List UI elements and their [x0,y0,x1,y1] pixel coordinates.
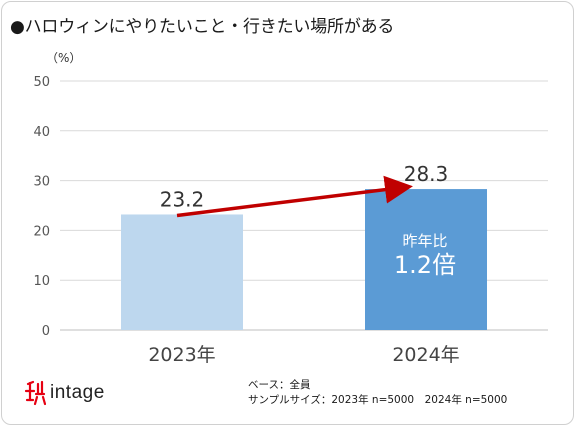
bar-1 [121,214,243,330]
data-label: 28.3 [404,162,449,186]
chart-card: ●ハロウィンにやりたいこと・行きたい場所がある （%） 0 10 20 30 40 50 … [1,1,574,425]
yoy-label: 昨年比 [402,232,448,250]
intage-logo-icon [24,380,46,406]
growth-arrow [176,175,413,218]
y-tick-label: 40 [33,125,50,140]
x-tick-label: 2024年 [392,344,459,366]
x-tick-label: 2023年 [148,344,215,366]
y-tick-label: 50 [33,75,50,90]
bar-2 [365,189,487,330]
y-tick-label: 20 [33,224,50,239]
y-tick-label: 0 [42,324,50,339]
y-tick-label: 30 [33,175,50,190]
y-unit-label: （%） [46,51,81,65]
logo-text: intage [50,382,105,403]
sample-size-note: サンプルサイズ：2023年 n=5000 2024年 n=5000 [248,394,508,406]
chart-title: ●ハロウィンにやりたいこと・行きたい場所がある [10,17,395,37]
yoy-annotation: 昨年比 1.2倍 [364,232,486,280]
data-label: 23.2 [160,187,205,211]
y-tick-label: 10 [33,274,50,289]
chart-notes: ベース：全員 サンプルサイズ：2023年 n=5000 2024年 n=5000 [248,378,507,408]
base-note: ベース：全員 [248,379,311,391]
yoy-value: 1.2倍 [393,251,457,279]
intage-logo: intage [24,380,105,406]
